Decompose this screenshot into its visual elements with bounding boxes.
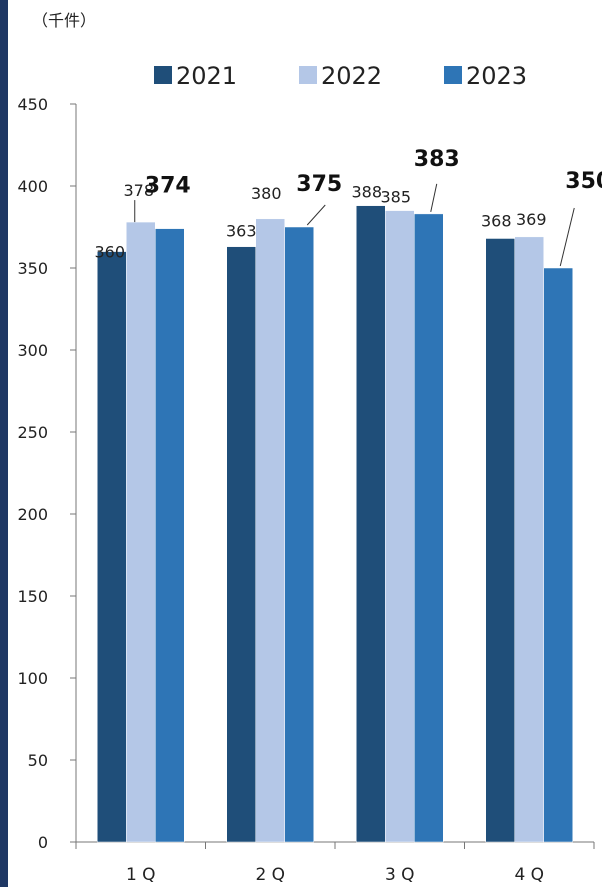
y-tick-label: 250	[17, 423, 48, 442]
data-label-2023-3Q: 383	[414, 147, 460, 172]
x-tick-label: 3 Q	[385, 865, 415, 885]
bar-2023-2Q	[284, 226, 314, 843]
leader-line-2023-2Q	[306, 204, 326, 226]
bar-2021-4Q	[485, 238, 515, 843]
bar-2022-4Q	[514, 236, 544, 843]
bar-2021-1Q	[97, 251, 127, 843]
x-tick-label: 1 Q	[126, 865, 156, 885]
y-tick-label: 100	[17, 669, 48, 688]
bar-2023-4Q	[543, 267, 573, 843]
bar-2021-3Q	[356, 205, 386, 843]
data-label-2022-1Q: 378	[123, 181, 154, 200]
bar-2022-3Q	[385, 210, 415, 843]
left-border-stripe	[0, 0, 8, 887]
data-label-2022-4Q: 369	[516, 210, 547, 229]
bar-2021-2Q	[226, 246, 256, 843]
leader-line-2023-3Q	[430, 183, 438, 212]
data-label-2022-3Q: 385	[380, 188, 411, 207]
bar-2022-1Q	[126, 221, 156, 843]
data-label-2023-1Q: 374	[145, 174, 191, 199]
bar-2023-3Q	[414, 213, 444, 843]
y-tick-label: 450	[17, 95, 48, 114]
data-label-2021-3Q: 388	[351, 183, 382, 202]
x-tick-label: 4 Q	[514, 865, 544, 885]
leader-line-2023-4Q	[559, 207, 575, 267]
legend-swatch-2023	[444, 66, 462, 84]
y-tick-label: 300	[17, 341, 48, 360]
data-label-2022-2Q: 380	[251, 184, 282, 203]
legend-label-2021: 2021	[176, 62, 237, 90]
y-tick-label: 200	[17, 505, 48, 524]
unit-label: （千件）	[32, 11, 96, 30]
legend-swatch-2022	[299, 66, 317, 84]
y-tick-label: 150	[17, 587, 48, 606]
legend-swatch-2021	[154, 66, 172, 84]
x-tick-label: 2 Q	[255, 865, 285, 885]
legend-label-2022: 2022	[321, 62, 382, 90]
bar-2022-2Q	[255, 218, 285, 843]
y-tick-label: 400	[17, 177, 48, 196]
y-tick-label: 50	[28, 751, 48, 770]
data-label-2021-2Q: 363	[226, 222, 257, 241]
data-label-2023-2Q: 375	[296, 172, 342, 197]
y-tick-label: 350	[17, 259, 48, 278]
data-label-2021-1Q: 360	[94, 243, 125, 262]
data-label-2023-4Q: 350	[565, 169, 602, 194]
legend-label-2023: 2023	[466, 62, 527, 90]
bar-2023-1Q	[155, 228, 185, 843]
data-label-2021-4Q: 368	[481, 211, 512, 230]
y-tick-label: 0	[38, 833, 48, 852]
